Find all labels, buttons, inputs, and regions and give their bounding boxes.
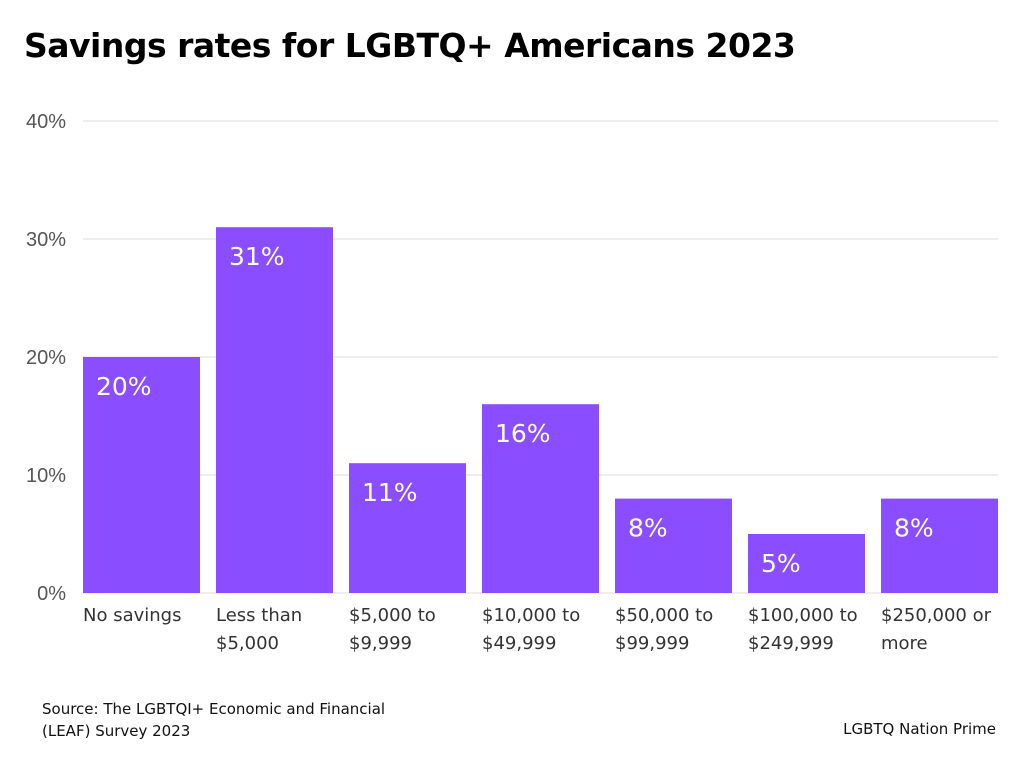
- data-label: 8%: [894, 514, 934, 543]
- bar: [216, 227, 333, 593]
- data-label: 16%: [495, 419, 551, 448]
- data-label: 8%: [628, 514, 668, 543]
- y-tick-label: 0%: [37, 583, 66, 605]
- category-label: $50,000 to $99,999: [615, 605, 713, 654]
- credit-label: LGBTQ Nation Prime: [843, 720, 996, 738]
- source-note: Source: The LGBTQI+ Economic and Financi…: [42, 698, 422, 742]
- category-label: Less than $5,000: [216, 605, 302, 654]
- y-tick-label: 40%: [26, 111, 66, 133]
- bar-chart: 0% 10% 20% 30% 40% 20% No savings 31% Less than $…: [26, 111, 998, 654]
- y-tick-label: 20%: [26, 347, 66, 369]
- bar: [349, 463, 466, 593]
- y-tick-label: 10%: [26, 465, 66, 487]
- bar: [83, 357, 200, 593]
- bar: [482, 404, 599, 593]
- data-label: 11%: [362, 478, 418, 507]
- category-label: $250,000 or more: [881, 605, 992, 654]
- category-label: $100,000 to $249,999: [748, 605, 858, 654]
- source-line-2: (LEAF) Survey 2023: [42, 722, 191, 740]
- data-label: 20%: [96, 372, 152, 401]
- source-line-1: Source: The LGBTQI+ Economic and Financi…: [42, 700, 386, 718]
- category-label: $5,000 to $9,999: [349, 605, 436, 654]
- bar: [615, 498, 732, 593]
- data-label: 31%: [229, 242, 285, 271]
- data-label: 5%: [761, 549, 801, 578]
- category-label: No savings: [83, 605, 181, 626]
- bar: [748, 534, 865, 593]
- chart-title: Savings rates for LGBTQ+ Americans 2023: [24, 26, 796, 65]
- category-label: $10,000 to $49,999: [482, 605, 580, 654]
- y-tick-label: 30%: [26, 229, 66, 251]
- bar: [881, 498, 998, 593]
